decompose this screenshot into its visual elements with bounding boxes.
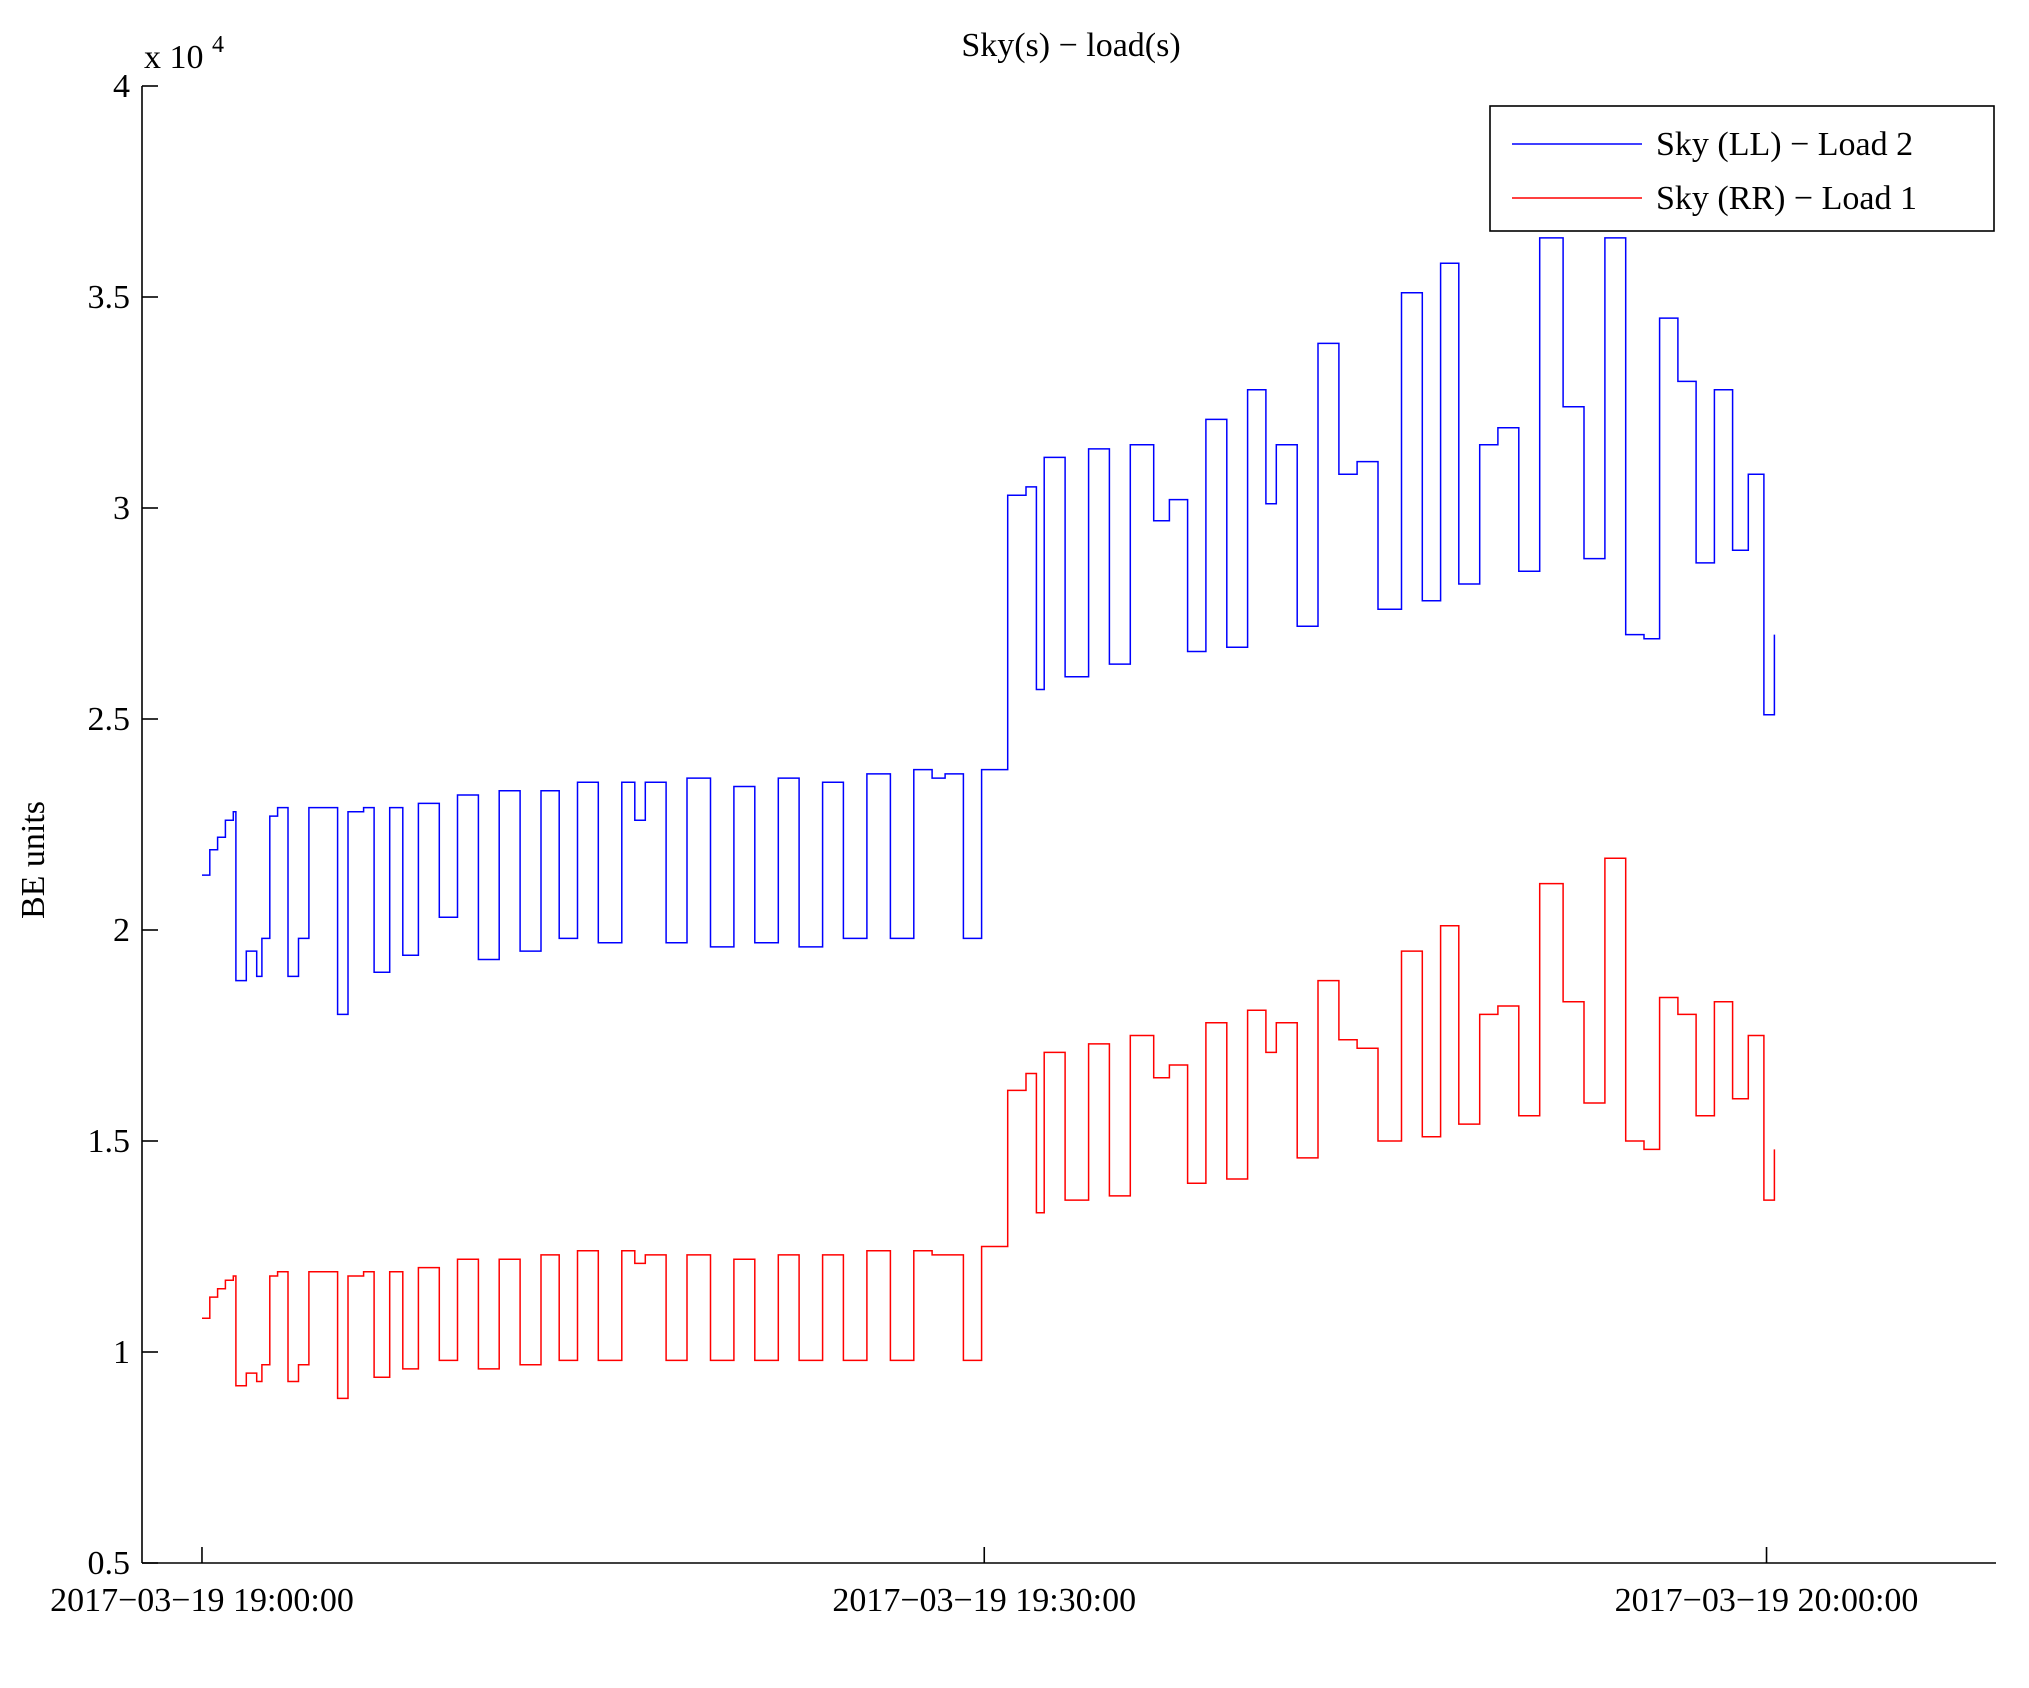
series-line-2	[202, 857, 1776, 1400]
y-tick-label: 1	[113, 1334, 130, 1371]
x-tick-label: 2017−03−19 20:00:00	[1615, 1582, 1919, 1619]
y-exponent-base: x 10	[144, 39, 204, 76]
y-tick-label: 2.5	[88, 701, 131, 738]
y-tick-label: 1.5	[88, 1123, 131, 1160]
y-exponent-power: 4	[212, 32, 224, 58]
legend-label: Sky (LL) − Load 2	[1656, 126, 1913, 163]
legend: Sky (LL) − Load 2 Sky (RR) − Load 1	[1489, 105, 1995, 232]
series-line-1	[202, 237, 1776, 1016]
legend-label: Sky (RR) − Load 1	[1656, 180, 1917, 217]
chart-title: Sky(s) − load(s)	[961, 27, 1180, 64]
x-tick-label: 2017−03−19 19:30:00	[832, 1582, 1136, 1619]
y-tick-label: 2	[113, 912, 130, 949]
axes: 0.5 1 1.5 2 2.5 3 3.5 4 2017−03−19 19:00:00 2017−…	[50, 68, 1996, 1619]
y-tick-label: 0.5	[88, 1545, 131, 1582]
legend-box	[1489, 105, 1995, 232]
y-tick-label: 3	[113, 490, 130, 527]
y-axis-exponent: x 10 4	[144, 32, 224, 76]
y-axis-label: BE units	[15, 801, 52, 919]
y-tick-label: 4	[113, 68, 130, 105]
x-tick-label: 2017−03−19 19:00:00	[50, 1582, 354, 1619]
plot-area	[202, 237, 1776, 1400]
y-tick-label: 3.5	[88, 279, 131, 316]
